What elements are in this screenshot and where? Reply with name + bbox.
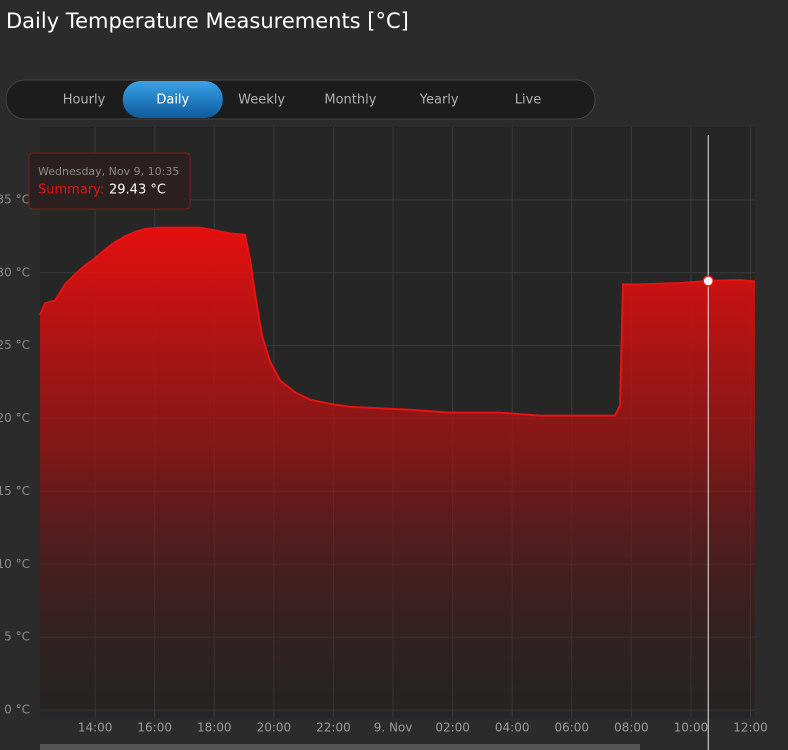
y-tick-label: 35 °C xyxy=(0,192,30,206)
area-line xyxy=(39,226,756,417)
tab[interactable]: Daily xyxy=(156,93,189,108)
hover-point xyxy=(702,275,714,287)
y-tick-label: 5 °C xyxy=(4,630,30,644)
area-fill xyxy=(40,227,755,710)
x-tick-label: 10:00 xyxy=(674,721,709,735)
x-tick-label: 02:00 xyxy=(435,721,470,735)
y-tick-label: 25 °C xyxy=(0,338,30,352)
x-tick-label: 16:00 xyxy=(137,721,172,735)
y-tick-label: 15 °C xyxy=(0,484,30,498)
tooltip-box xyxy=(28,152,191,210)
y-tick-label: 10 °C xyxy=(0,557,30,571)
tooltip-date: Wednesday, Nov 9, 10:35 xyxy=(38,165,179,178)
tab[interactable]: Yearly xyxy=(419,93,459,108)
x-tick-label: 08:00 xyxy=(614,721,649,735)
y-tick-label: 30 °C xyxy=(0,265,30,279)
x-tick-label: 18:00 xyxy=(197,721,232,735)
x-tick-label: 14:00 xyxy=(78,721,113,735)
x-tick-label: 04:00 xyxy=(495,721,530,735)
tooltip-value: 29.43 °C xyxy=(109,183,166,198)
tab[interactable]: Weekly xyxy=(238,93,285,108)
y-tick-label: 20 °C xyxy=(0,411,30,425)
tab[interactable]: Monthly xyxy=(324,93,376,108)
tab-active-bg xyxy=(122,81,223,118)
x-tick-label: 22:00 xyxy=(316,721,351,735)
x-tick-label: 9. Nov xyxy=(374,721,413,735)
tooltip-series: Summary: xyxy=(38,183,104,198)
x-tick-label: 06:00 xyxy=(554,721,589,735)
x-tick-label: 12:00 xyxy=(733,721,768,735)
x-tick-label: 20:00 xyxy=(257,721,292,735)
y-tick-label: 0 °C xyxy=(4,703,30,717)
scrollbar xyxy=(40,744,640,750)
tab[interactable]: Live xyxy=(515,93,542,108)
tab[interactable]: Hourly xyxy=(63,93,106,108)
page-title: Daily Temperature Measurements [°C] xyxy=(6,9,409,33)
